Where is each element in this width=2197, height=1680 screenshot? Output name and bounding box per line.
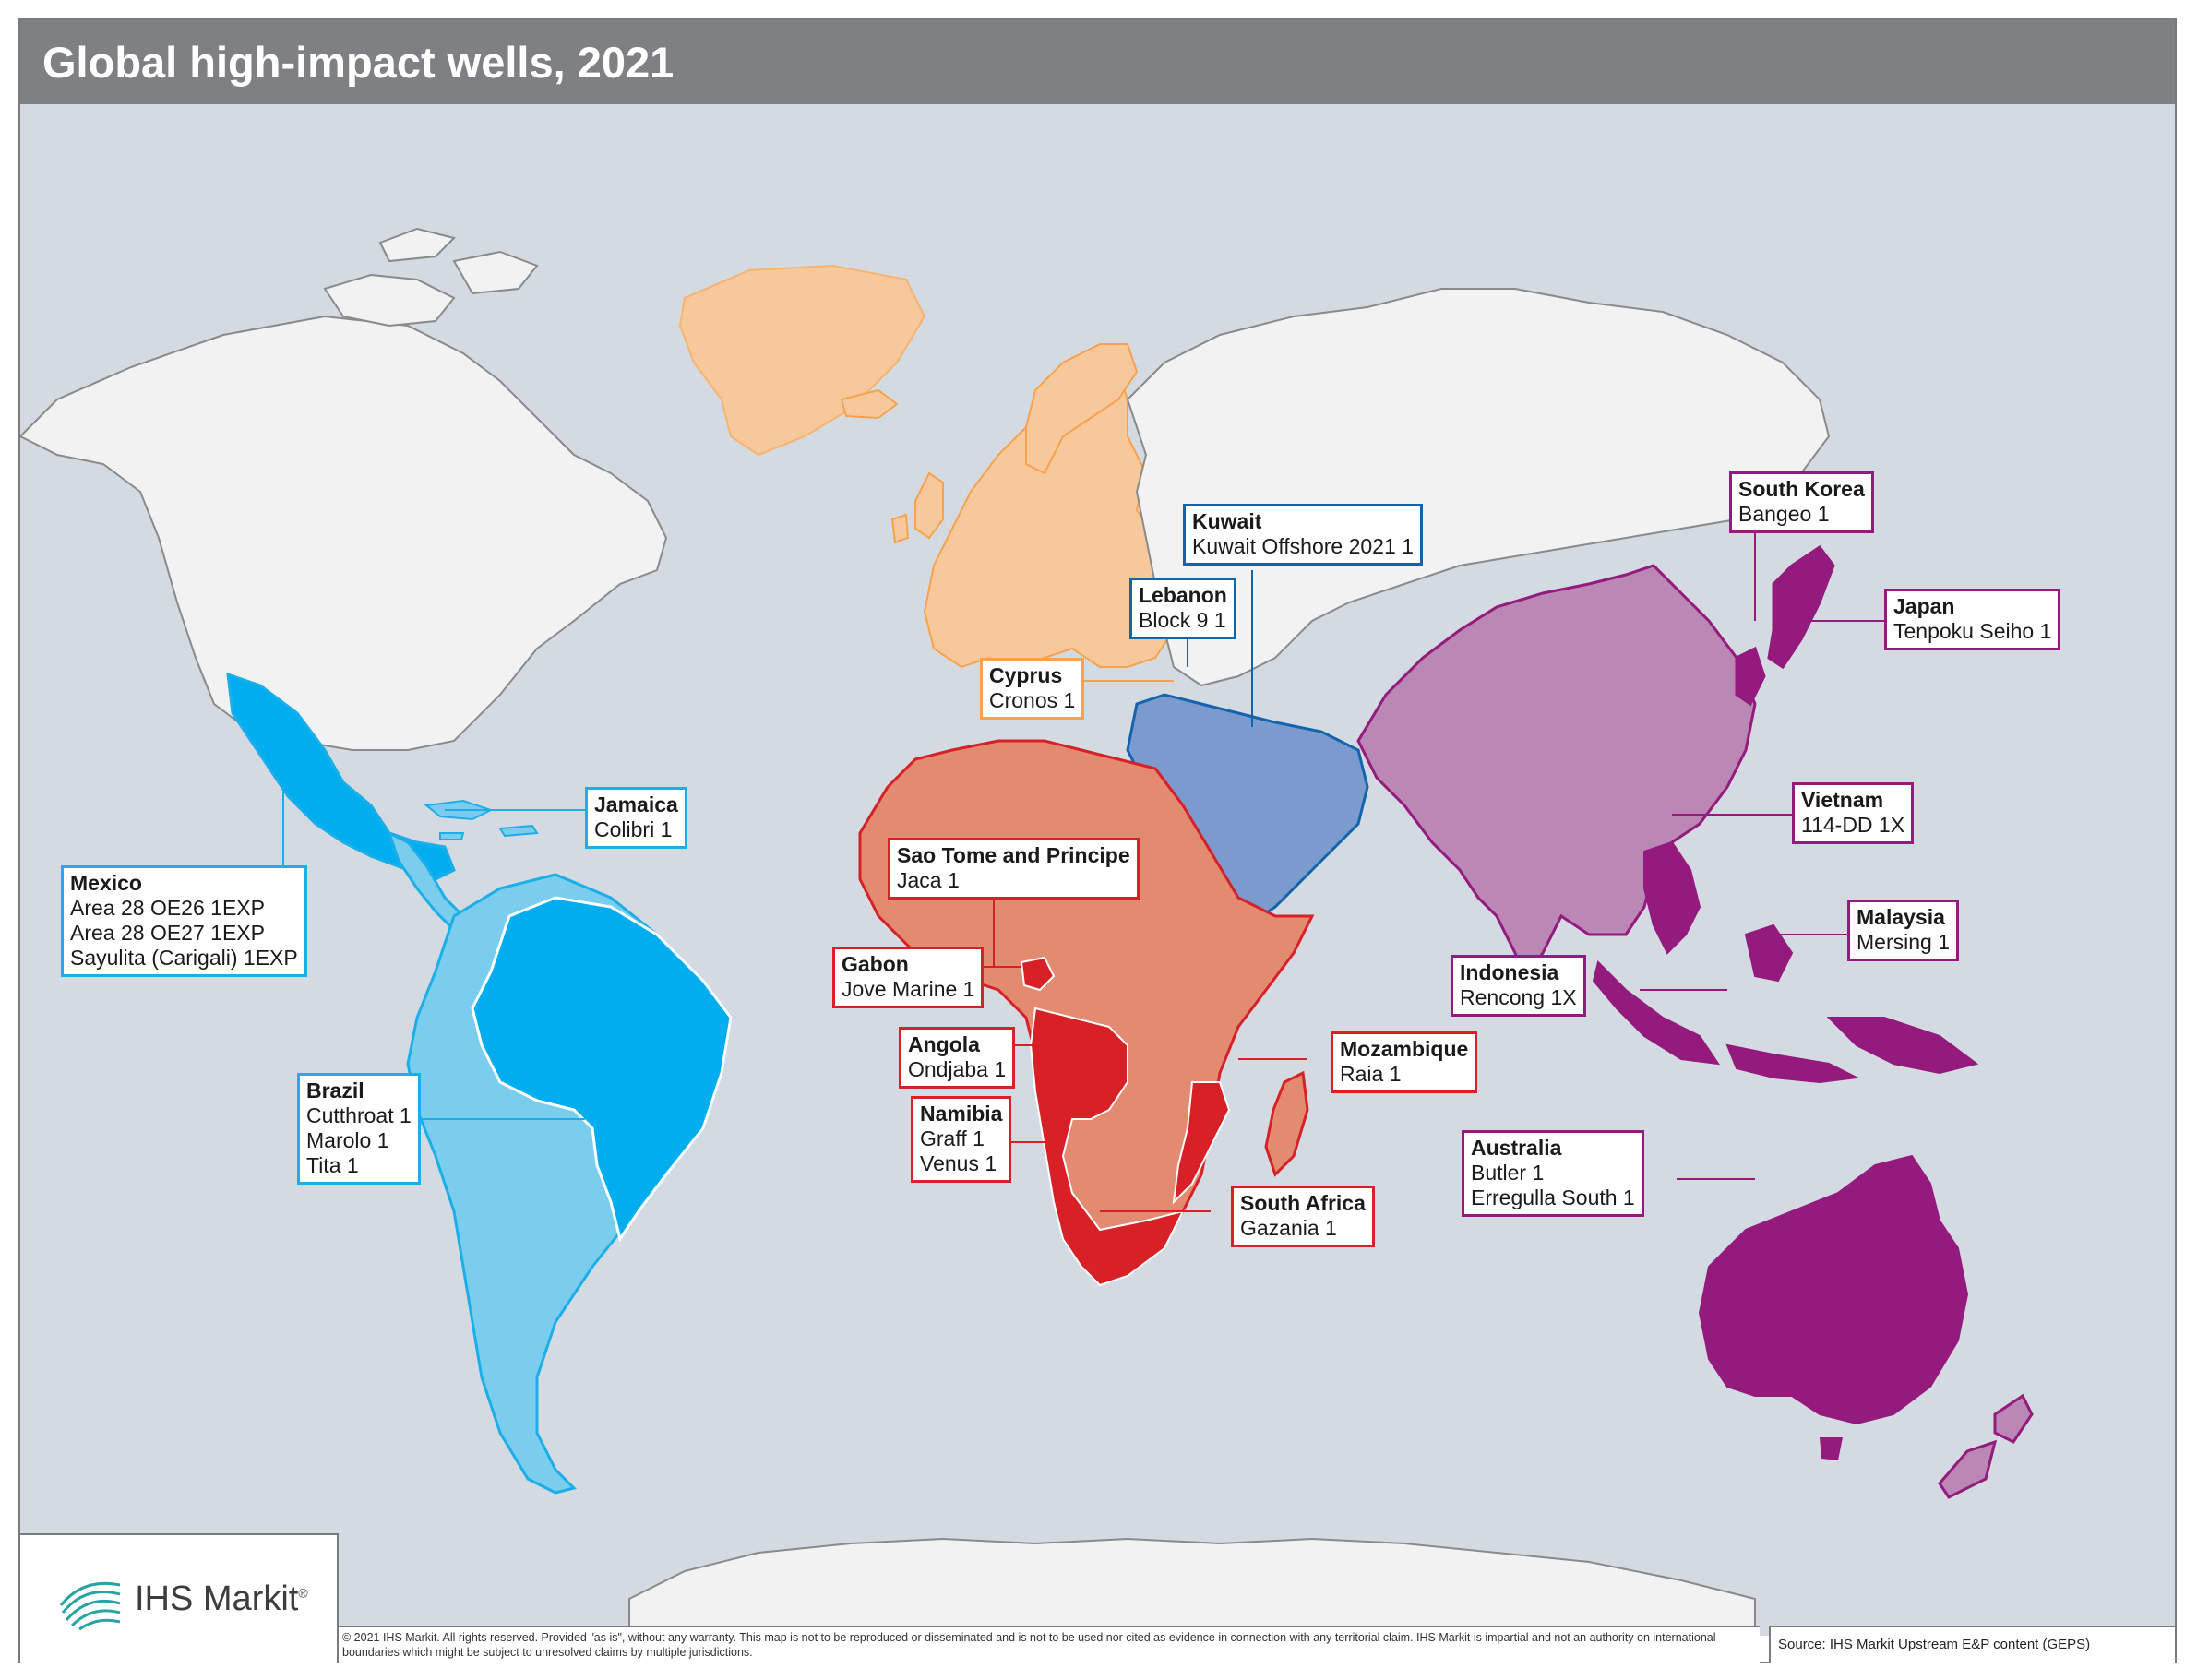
- label-brazil-well-2: Marolo 1: [306, 1128, 389, 1152]
- source-note: Source: IHS Markit Upstream E&P content …: [1769, 1626, 2175, 1663]
- label-jamaica-country: Jamaica: [594, 792, 678, 816]
- label-japan: Japan Tenpoku Seiho 1: [1884, 589, 2061, 650]
- canadian-arctic-islands: [323, 227, 539, 328]
- label-jamaica-well-1: Colibri 1: [594, 817, 673, 841]
- label-south-africa-well-1: Gazania 1: [1240, 1216, 1337, 1240]
- gabon-land: [1020, 956, 1056, 992]
- label-vietnam-well-1: 114-DD 1X: [1801, 813, 1905, 837]
- label-mexico-well-3: Sayulita (Carigali) 1EXP: [70, 946, 298, 970]
- label-vietnam-country: Vietnam: [1801, 788, 1884, 812]
- label-malaysia-country: Malaysia: [1857, 905, 1945, 929]
- label-indonesia-country: Indonesia: [1460, 960, 1559, 984]
- label-indonesia: Indonesia Rencong 1X: [1451, 955, 1586, 1017]
- label-cyprus-country: Cyprus: [989, 663, 1063, 687]
- ihs-logo-icon: [59, 1581, 121, 1631]
- label-japan-country: Japan: [1893, 594, 1955, 618]
- logo-box: IHS Markit®: [20, 1533, 339, 1663]
- label-brazil-well-1: Cutthroat 1: [306, 1103, 412, 1127]
- label-angola-well-1: Ondjaba 1: [908, 1057, 1007, 1081]
- label-south-korea-country: South Korea: [1738, 477, 1865, 501]
- label-angola: Angola Ondjaba 1: [899, 1027, 1016, 1089]
- label-namibia-well-2: Venus 1: [920, 1151, 997, 1175]
- tasmania-land: [1820, 1437, 1843, 1460]
- label-namibia-country: Namibia: [920, 1102, 1003, 1126]
- uk-ireland-land: [890, 471, 944, 544]
- madagascar-land: [1264, 1070, 1309, 1177]
- russia-land: [1126, 288, 1831, 687]
- label-brazil-well-3: Tita 1: [306, 1153, 359, 1177]
- southern-africa-highlight: [1029, 1007, 1185, 1287]
- label-lebanon-country: Lebanon: [1139, 583, 1227, 607]
- label-japan-well-1: Tenpoku Seiho 1: [1893, 619, 2052, 643]
- label-kuwait-country: Kuwait: [1192, 509, 1262, 533]
- label-mozambique-country: Mozambique: [1340, 1037, 1469, 1061]
- label-sao-tome: Sao Tome and Principe Jaca 1: [888, 838, 1140, 900]
- label-angola-country: Angola: [908, 1032, 980, 1056]
- label-kuwait: Kuwait Kuwait Offshore 2021 1: [1183, 504, 1423, 566]
- label-indonesia-well-1: Rencong 1X: [1460, 985, 1577, 1009]
- title-bar: Global high-impact wells, 2021: [20, 20, 2175, 104]
- caribbean-islands: [424, 799, 539, 840]
- label-gabon: Gabon Jove Marine 1: [832, 947, 985, 1008]
- label-gabon-country: Gabon: [842, 952, 909, 976]
- label-australia-country: Australia: [1471, 1136, 1562, 1160]
- label-mexico: Mexico Area 28 OE26 1EXP Area 28 OE27 1E…: [61, 865, 307, 977]
- label-cyprus: Cyprus Cronos 1: [980, 658, 1085, 720]
- label-cyprus-well-1: Cronos 1: [989, 688, 1076, 712]
- label-brazil-country: Brazil: [306, 1078, 364, 1102]
- page-title: Global high-impact wells, 2021: [42, 38, 675, 87]
- new-zealand-land: [1938, 1393, 2034, 1499]
- label-namibia-well-1: Graff 1: [920, 1126, 985, 1150]
- australia-land: [1698, 1154, 1969, 1425]
- label-lebanon: Lebanon Block 9 1: [1129, 578, 1236, 639]
- label-australia: Australia Butler 1 Erregulla South 1: [1462, 1130, 1644, 1217]
- label-jamaica: Jamaica Colibri 1: [585, 787, 687, 849]
- logo-text: IHS Markit®: [135, 1579, 308, 1619]
- copyright-notice: © 2021 IHS Markit. All rights reserved. …: [339, 1626, 1760, 1663]
- label-kuwait-well-1: Kuwait Offshore 2021 1: [1192, 534, 1414, 558]
- korea-japan-land: [1735, 544, 1835, 707]
- logo-wordmark: IHS Markit: [135, 1579, 299, 1618]
- world-map: Mexico Area 28 OE26 1EXP Area 28 OE27 1E…: [20, 104, 2175, 1636]
- north-america-land: [20, 315, 668, 751]
- brazil-land: [471, 896, 733, 1243]
- label-south-korea: South Korea Bangeo 1: [1729, 471, 1874, 533]
- map-frame: Global high-impact wells, 2021: [18, 18, 2177, 1663]
- label-mexico-country: Mexico: [70, 871, 142, 895]
- label-vietnam: Vietnam 114-DD 1X: [1792, 782, 1915, 844]
- label-mozambique-well-1: Raia 1: [1340, 1062, 1402, 1086]
- label-malaysia-well-1: Mersing 1: [1857, 930, 1950, 954]
- label-mexico-well-1: Area 28 OE26 1EXP: [70, 896, 265, 920]
- label-sao-tome-country: Sao Tome and Principe: [897, 843, 1130, 867]
- label-namibia: Namibia Graff 1 Venus 1: [911, 1096, 1012, 1183]
- logo-registered-mark: ®: [298, 1585, 308, 1601]
- mexico-land: [226, 672, 456, 881]
- iceland-land: [840, 388, 899, 420]
- label-australia-well-2: Erregulla South 1: [1471, 1186, 1635, 1209]
- label-south-africa-country: South Africa: [1240, 1191, 1366, 1215]
- label-mozambique: Mozambique Raia 1: [1331, 1031, 1478, 1093]
- mozambique-land: [1172, 1081, 1231, 1205]
- label-gabon-well-1: Jove Marine 1: [842, 977, 975, 1001]
- label-brazil: Brazil Cutthroat 1 Marolo 1 Tita 1: [297, 1073, 421, 1185]
- antarctica-land: [628, 1537, 1756, 1636]
- label-south-africa: South Africa Gazania 1: [1231, 1186, 1375, 1247]
- label-sao-tome-well-1: Jaca 1: [897, 868, 960, 892]
- label-australia-well-1: Butler 1: [1471, 1161, 1545, 1185]
- label-malaysia: Malaysia Mersing 1: [1847, 900, 1959, 961]
- southeast-asia-land: [1592, 840, 1979, 1084]
- scandinavia-land: [1025, 343, 1139, 475]
- label-lebanon-well-1: Block 9 1: [1139, 608, 1226, 632]
- greenland-land: [678, 264, 926, 457]
- label-mexico-well-2: Area 28 OE27 1EXP: [70, 921, 265, 945]
- label-south-korea-well-1: Bangeo 1: [1738, 502, 1830, 526]
- asia-land: [1356, 564, 1757, 984]
